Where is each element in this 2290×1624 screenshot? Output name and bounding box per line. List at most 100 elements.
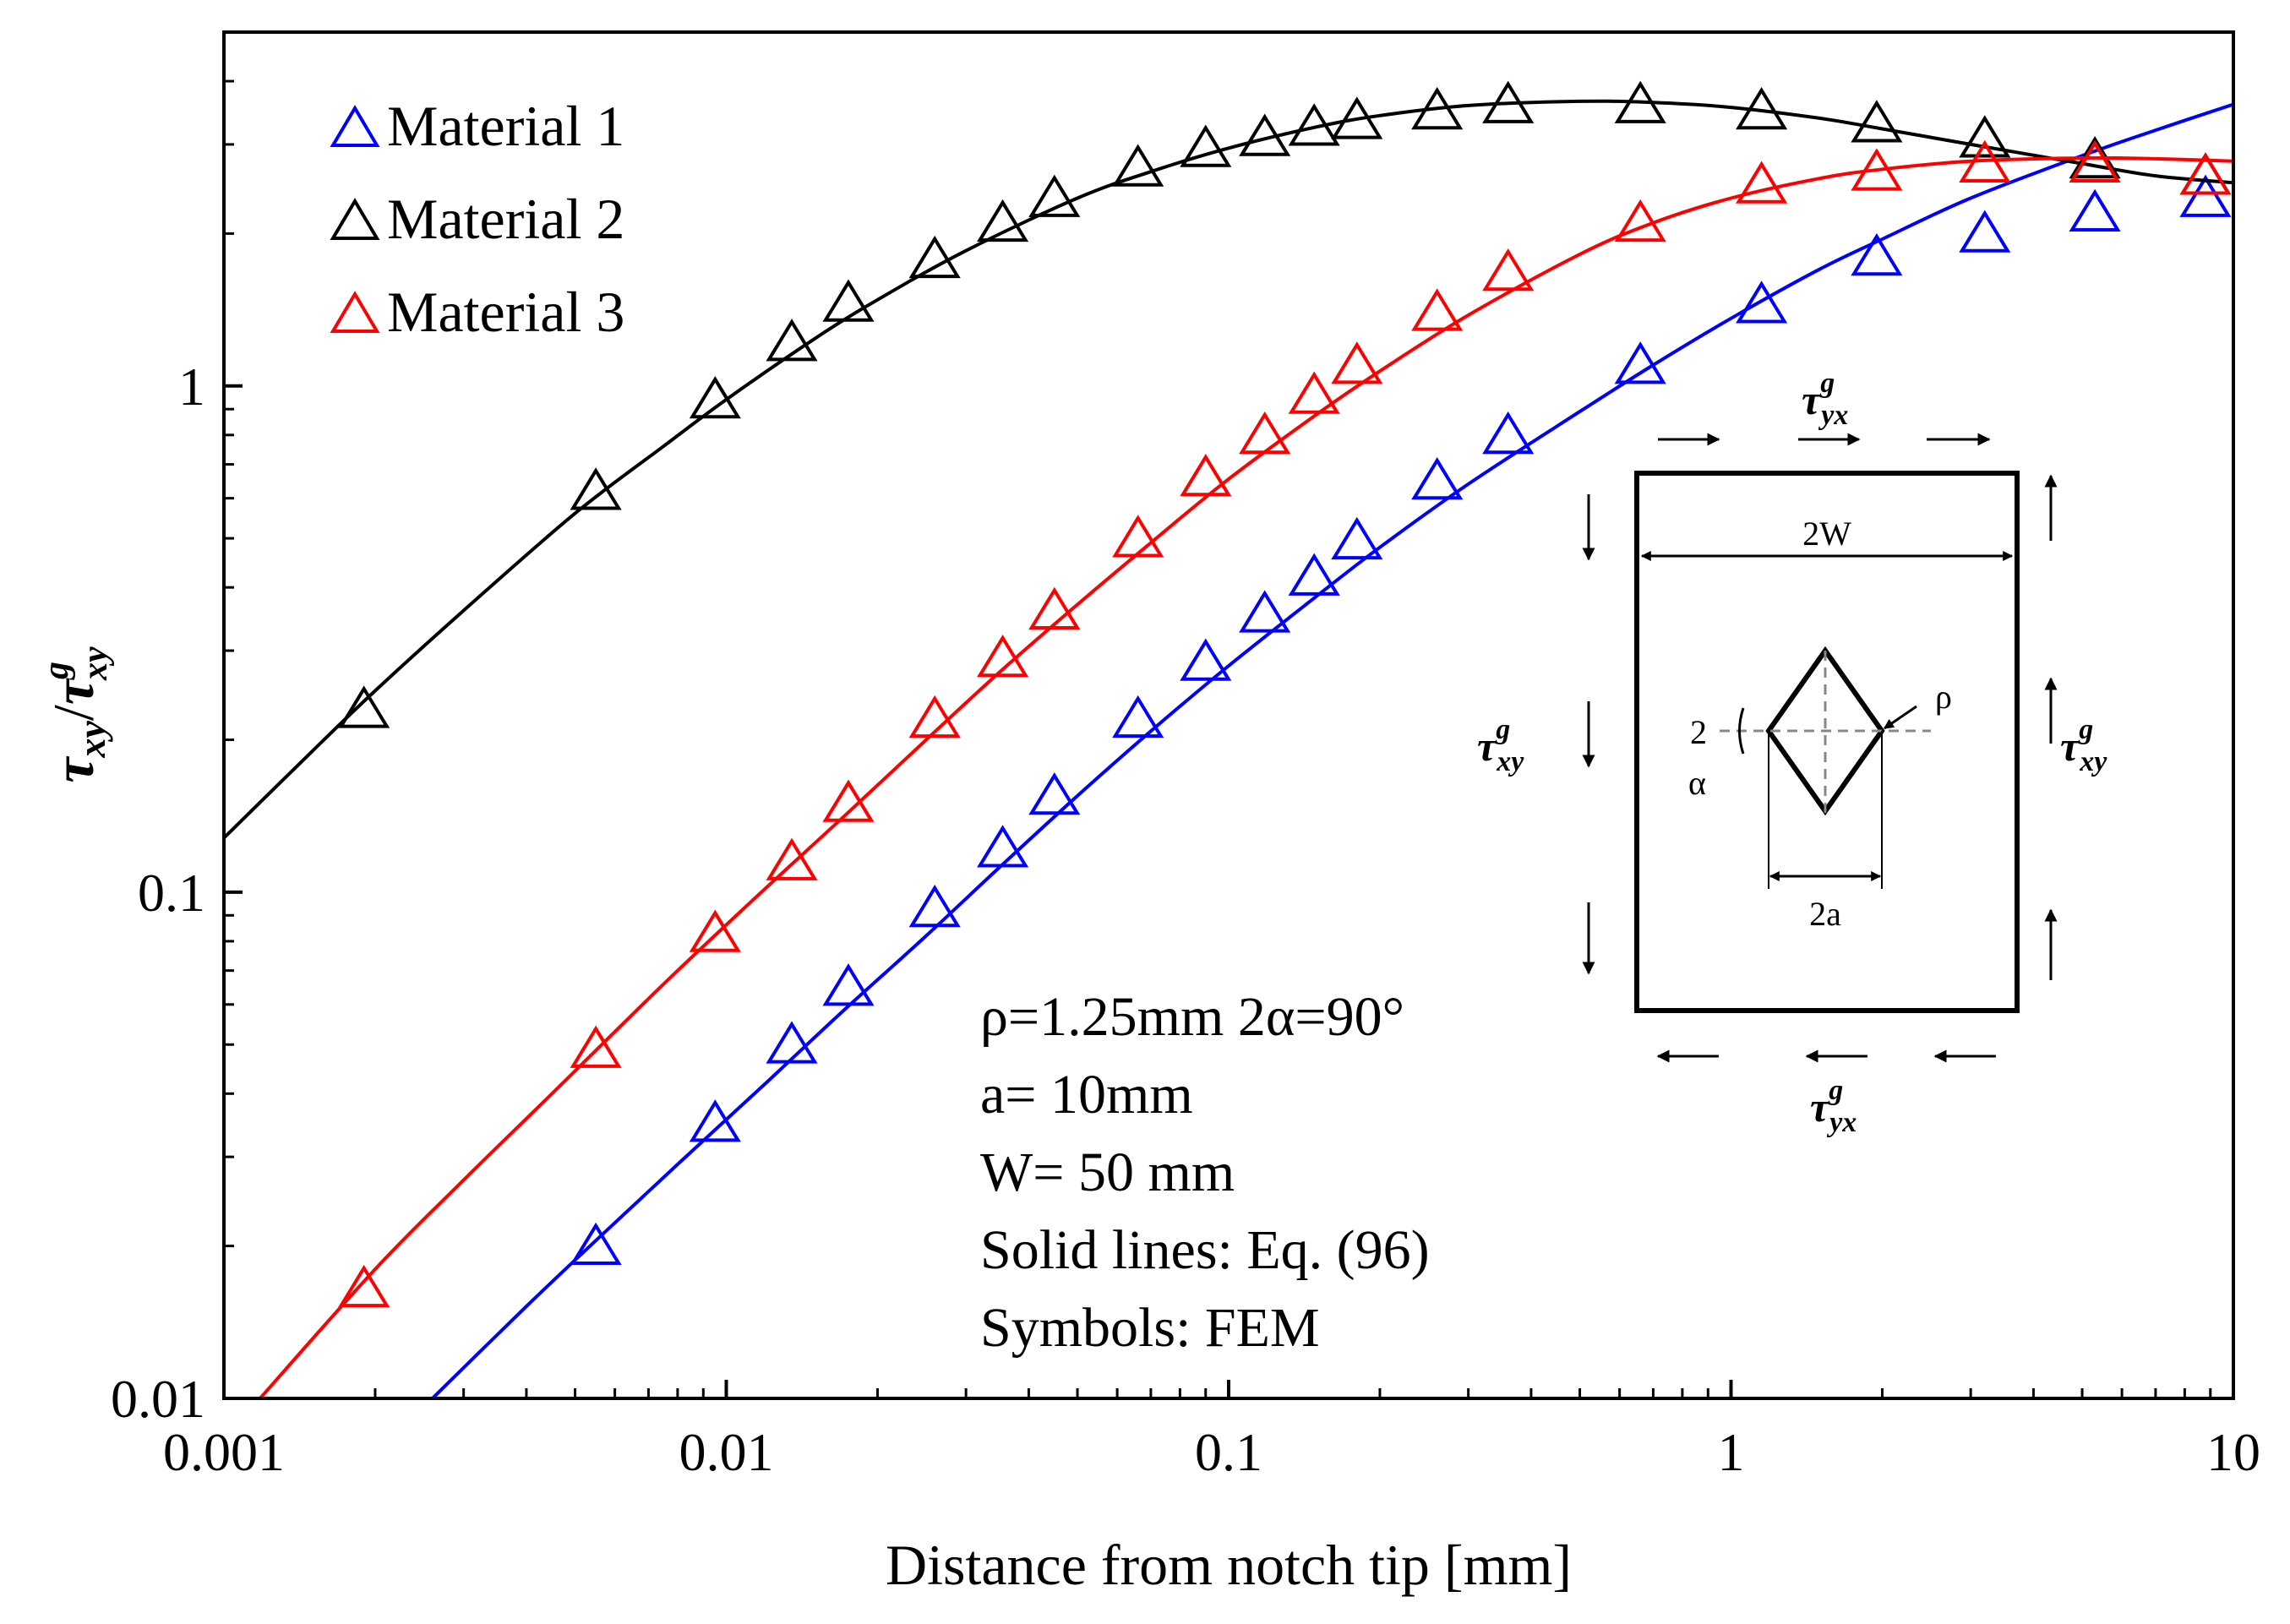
legend-entry-material-3: Material 3: [330, 280, 624, 344]
marker-material-1: [2069, 188, 2121, 232]
inset-angle-arc: [1738, 707, 1745, 755]
marker-material-1: [1411, 457, 1464, 500]
svg-text:τxy/τgxy: τxy/τgxy: [37, 646, 115, 783]
inset-notch-label: 2a: [1809, 895, 1841, 933]
marker-material-1: [570, 1222, 622, 1265]
marker-material-2: [1112, 144, 1164, 187]
y-tick-label: 0.01: [111, 1369, 205, 1429]
series-material-2: [224, 80, 2233, 840]
annotation-solid-lines: Solid lines: Eq. (96): [980, 1219, 1430, 1281]
line-material-3: [259, 155, 2233, 1398]
marker-material-3: [689, 909, 741, 952]
marker-material-1: [689, 1099, 741, 1142]
marker-material-3: [1028, 586, 1081, 629]
marker-material-3: [908, 695, 961, 738]
legend-label-material-3: Material 3: [387, 280, 624, 344]
inset-rho-label: ρ: [1935, 678, 1952, 716]
bottom-shear-label: τg yx: [1810, 1075, 1857, 1138]
marker-material-2: [1614, 80, 1666, 123]
annotation-width: W= 50 mm: [980, 1142, 1235, 1203]
inset-rho-pointer: [1884, 705, 1917, 730]
marker-material-1: [1239, 590, 1291, 633]
marker-material-1: [908, 884, 961, 928]
marker-material-2: [689, 376, 741, 419]
x-tick-label: 0.001: [163, 1422, 285, 1482]
x-tick-label: 0.1: [1195, 1422, 1262, 1482]
marker-material-2: [338, 685, 390, 728]
marker-material-2: [1331, 96, 1383, 139]
marker-material-2: [822, 279, 875, 322]
marker-material-1: [2179, 174, 2232, 217]
marker-material-2: [1028, 174, 1081, 217]
marker-material-3: [1959, 139, 2011, 183]
marker-material-1: [1959, 210, 2011, 253]
marker-material-3: [1614, 199, 1666, 243]
line-material-1: [431, 102, 2233, 1398]
y-tick-label: 1: [178, 357, 205, 417]
marker-material-3: [2069, 139, 2121, 183]
series-material-3: [259, 139, 2233, 1398]
marker-material-2: [977, 199, 1029, 243]
marker-material-1: [1736, 281, 1788, 324]
marker-material-2: [1482, 80, 1535, 123]
marker-material-2: [1959, 115, 2011, 158]
marker-material-1: [1331, 516, 1383, 560]
marker-material-3: [822, 779, 875, 822]
marker-material-2: [766, 319, 818, 362]
marker-material-2: [1736, 86, 1788, 130]
inset-angle-label-bottom: α: [1688, 764, 1706, 802]
legend-entry-material-2: Material 2: [330, 187, 624, 251]
marker-material-1: [1112, 695, 1164, 738]
marker-material-1: [822, 963, 875, 1006]
legend-label-material-1: Material 1: [387, 94, 624, 158]
y-axis-title-den: τ: [41, 678, 106, 705]
legend-marker-material-3: [330, 291, 380, 333]
line-material-2: [224, 99, 2233, 840]
x-axis-title: Distance from notch tip [mm]: [886, 1533, 1572, 1597]
marker-material-1: [1028, 772, 1081, 815]
x-tick-label: 0.01: [679, 1422, 774, 1482]
tick-layer: 0.001 0.01 0.1 1 100.010.11: [111, 30, 2260, 1482]
marker-material-3: [977, 635, 1029, 678]
marker-material-2: [570, 467, 622, 510]
legend-marker-material-1: [330, 105, 380, 147]
marker-material-3: [1331, 341, 1383, 384]
legend-marker-material-2: [330, 198, 380, 240]
annotation-symbols: Symbols: FEM: [980, 1297, 1320, 1359]
y-axis-title-den-sub: xy: [76, 646, 115, 681]
legend-entry-material-1: Material 1: [330, 94, 624, 158]
marker-material-1: [977, 825, 1029, 868]
svg-text:τgxy: τg xy: [2060, 714, 2107, 777]
right-shear-label: τg xy: [2060, 714, 2107, 777]
parameter-annotations: ρ=1.25mm 2α=90° a= 10mm W= 50 mm Solid l…: [980, 986, 1430, 1359]
legend: Material 1 Material 2 Material 3: [330, 94, 624, 344]
marker-material-2: [1288, 103, 1340, 146]
marker-material-3: [1411, 288, 1464, 331]
inset-plate: [1634, 471, 2020, 1013]
annotation-geometry: ρ=1.25mm 2α=90°: [980, 986, 1404, 1048]
marker-material-2: [1851, 100, 1903, 143]
marker-material-1: [1482, 411, 1535, 455]
marker-material-3: [1288, 371, 1340, 414]
inset-schematic: τg yx τg yx τg xy τg xy 2: [1477, 368, 2107, 1138]
series-layer: [224, 80, 2233, 1398]
marker-material-3: [1180, 454, 1232, 497]
marker-material-3: [1736, 161, 1788, 204]
marker-material-2: [1411, 86, 1464, 130]
marker-material-2: [1180, 124, 1232, 167]
series-material-1: [431, 102, 2233, 1398]
marker-material-3: [2179, 152, 2232, 195]
marker-material-3: [338, 1264, 390, 1308]
x-tick-label: 1: [1718, 1422, 1745, 1482]
y-axis-title-num: τ: [41, 756, 106, 783]
marker-material-1: [1614, 341, 1666, 384]
marker-material-1: [1851, 232, 1903, 276]
legend-label-material-2: Material 2: [387, 187, 624, 251]
y-tick-label: 0.1: [138, 863, 205, 923]
marker-material-3: [1851, 148, 1903, 191]
y-axis-title: τxy/τgxy: [37, 646, 115, 783]
marker-material-1: [766, 1021, 818, 1064]
